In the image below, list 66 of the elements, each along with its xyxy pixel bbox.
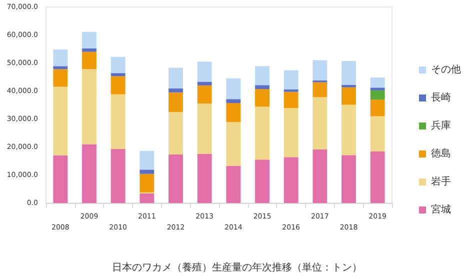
legend-label: 兵庫	[431, 120, 451, 132]
bar	[53, 66, 68, 70]
bar	[197, 104, 212, 154]
bar	[226, 166, 241, 203]
bar	[312, 97, 328, 150]
bar	[53, 50, 68, 66]
bar	[53, 155, 68, 203]
bar	[284, 92, 298, 108]
text: 日本のワカメ（養殖）生産量の年次推移（単位：トン）	[112, 262, 362, 274]
legend-label: その他	[431, 64, 461, 76]
bar	[255, 85, 270, 90]
bar	[168, 92, 183, 112]
bar	[110, 94, 126, 149]
bar	[370, 151, 385, 203]
bar	[284, 70, 298, 90]
bar	[342, 155, 356, 203]
bar	[82, 48, 96, 52]
bar	[284, 157, 298, 203]
bar	[312, 82, 328, 98]
bar	[82, 144, 96, 203]
bar	[82, 32, 96, 48]
bar	[255, 106, 270, 160]
bar	[197, 62, 212, 82]
bar	[342, 104, 356, 156]
bar	[140, 193, 154, 203]
legend-label: 宮城	[431, 204, 451, 216]
bar	[226, 122, 241, 166]
bar	[53, 86, 68, 156]
bar	[226, 103, 241, 122]
bar	[226, 99, 241, 104]
legend-label: 長崎	[431, 92, 451, 104]
bar	[197, 154, 212, 203]
bar	[110, 73, 126, 76]
bar	[342, 84, 356, 88]
bar	[284, 89, 298, 92]
bar	[110, 76, 126, 94]
bar	[82, 69, 96, 144]
bar	[110, 148, 126, 203]
bar	[342, 61, 356, 85]
bar	[370, 78, 385, 88]
bar	[140, 170, 154, 174]
legend-label: 岩手	[431, 176, 451, 188]
bar	[312, 60, 328, 80]
bar	[197, 82, 212, 86]
bar	[255, 160, 270, 203]
bar	[226, 78, 241, 100]
bar	[370, 116, 385, 152]
legend-label: 徳島	[431, 148, 451, 160]
bar	[342, 87, 356, 105]
bar	[168, 154, 183, 203]
bar	[370, 90, 385, 100]
bar	[140, 150, 154, 170]
bar	[255, 89, 270, 107]
bar	[168, 68, 183, 88]
bar	[284, 108, 298, 158]
bar	[370, 100, 385, 116]
bar	[197, 85, 212, 104]
bar	[53, 69, 68, 87]
bar	[370, 88, 385, 90]
bar	[312, 150, 328, 203]
bar	[168, 88, 183, 92]
bar	[82, 52, 96, 70]
bar	[140, 174, 154, 192]
bar	[255, 66, 270, 86]
bar	[110, 56, 126, 74]
bar	[168, 112, 183, 155]
